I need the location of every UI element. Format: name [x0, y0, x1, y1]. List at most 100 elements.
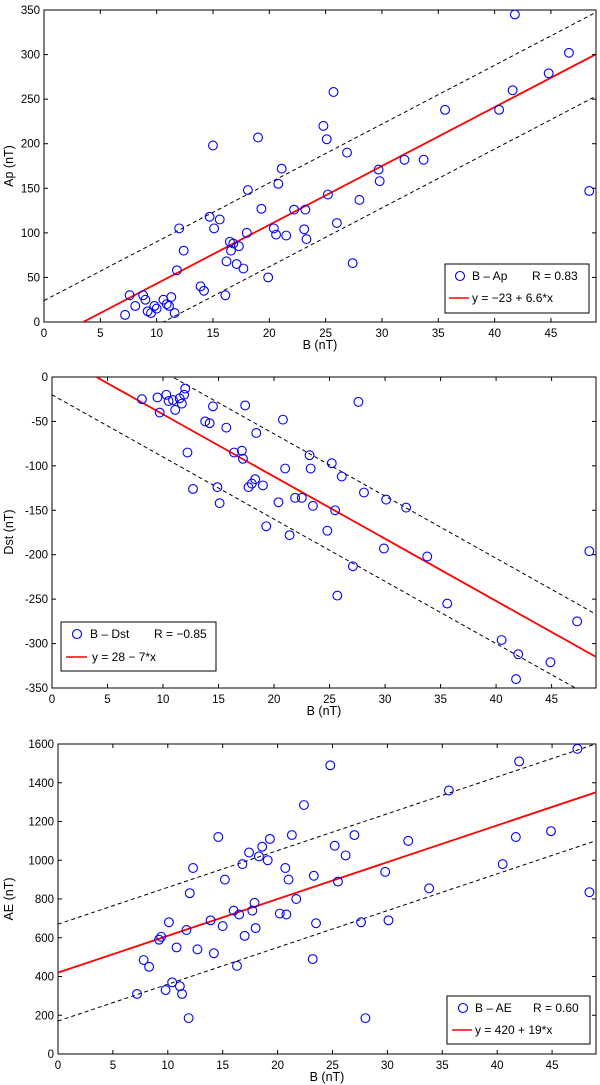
ae-data-point	[360, 1013, 371, 1024]
ae-data-point	[349, 830, 360, 841]
ap-data-point	[161, 299, 172, 310]
dst-data-point	[250, 474, 261, 485]
ap-lower-bound-line	[162, 95, 596, 322]
ae-data-point	[156, 931, 167, 942]
ap-data-point	[509, 9, 520, 20]
ae-data-point	[239, 930, 250, 941]
dst-data-point	[170, 404, 181, 415]
ap-x-tick-label: 20	[263, 328, 276, 340]
dst-data-point	[307, 500, 318, 511]
dst-data-point	[273, 497, 284, 508]
dst-data-point	[257, 480, 268, 491]
ae-x-tick-label: 10	[161, 1060, 174, 1072]
ae-data-point	[298, 800, 309, 810]
ae-data-point	[144, 961, 155, 972]
ae-data-point	[174, 981, 185, 992]
dst-data-point	[277, 414, 288, 425]
ap-data-point	[318, 120, 329, 131]
ap-data-point	[204, 211, 215, 222]
ap-data-point	[208, 140, 218, 151]
ap-data-point	[273, 178, 284, 189]
dst-data-point	[330, 505, 341, 516]
ae-data-point	[403, 835, 414, 846]
ae-y-ticks: 0 200 400 600 800 1000 1200 1400 1600	[28, 739, 596, 1061]
ae-data-point	[307, 954, 318, 965]
ae-x-tick-label: 35	[436, 1060, 449, 1072]
ap-data-point	[164, 301, 174, 311]
dst-x-tick-label: 15	[212, 694, 225, 706]
dst-legend-r-value: R = −0.85	[154, 627, 207, 641]
dst-data-point	[180, 383, 191, 394]
dst-data-point	[221, 422, 232, 433]
dst-y-tick-label: -50	[31, 416, 48, 428]
ap-data-point	[228, 238, 239, 249]
ap-upper-bound-line	[44, 11, 596, 302]
dst-data-point	[545, 657, 556, 668]
ae-x-tick-label: 40	[491, 1060, 504, 1072]
ae-data-point	[356, 917, 366, 928]
ap-data-point	[543, 68, 554, 79]
dst-x-tick-label: 0	[49, 694, 55, 706]
ae-data-point	[274, 908, 285, 919]
dst-legend-fit-label: y = 28 − 7*x	[92, 650, 156, 664]
dst-data-point	[188, 484, 198, 494]
ap-y-tick-label: 350	[21, 5, 40, 17]
ae-x-tick-label: 5	[110, 1060, 116, 1072]
ap-y-tick-label: 300	[21, 50, 40, 62]
ae-data-point	[247, 905, 258, 916]
ae-x-tick-label: 0	[55, 1060, 61, 1072]
ap-x-tick-label: 15	[207, 328, 220, 340]
ae-lower-bound-line	[58, 840, 596, 1022]
dst-data-point	[347, 561, 358, 572]
ae-y-tick-label: 0	[48, 1049, 54, 1061]
ap-data-point	[281, 230, 292, 241]
ae-x-tick-label: 20	[271, 1060, 284, 1072]
dst-data-point	[152, 392, 163, 403]
ap-data-point	[166, 292, 177, 302]
ae-panel: 0 5 10 15 20 25 30 35 40 45 0 200 400 600 800 1000 1200…	[2, 739, 597, 1084]
dst-data-point	[296, 492, 307, 503]
dst-data-point	[161, 389, 172, 400]
ap-data-point	[242, 185, 253, 196]
ae-data-point	[138, 955, 149, 965]
ae-data-point	[497, 859, 508, 870]
ae-data-points	[132, 743, 595, 1024]
dst-data-point	[240, 400, 251, 411]
dst-fit-line	[94, 377, 596, 658]
ap-legend-box	[444, 263, 590, 314]
dst-y-tick-label: -200	[25, 550, 48, 562]
ap-y-tick-label: 50	[27, 272, 40, 284]
ap-data-point	[221, 256, 232, 267]
dst-y-tick-label: -300	[25, 639, 48, 651]
dst-legend-marker-icon	[71, 628, 83, 640]
ae-data-point	[253, 851, 264, 862]
ap-data-point	[220, 290, 231, 301]
dst-data-point	[136, 394, 147, 405]
ae-data-point	[234, 909, 245, 920]
ap-data-point	[399, 154, 410, 165]
ae-x-tick-label: 15	[216, 1060, 229, 1072]
dst-panel: 0 5 10 15 20 25 30 35 40 45 0 -50 -100 -150 -200 -250 -…	[2, 372, 597, 718]
dst-data-point	[511, 674, 522, 685]
dst-y-tick-label: -350	[25, 683, 48, 695]
ae-data-point	[283, 874, 294, 885]
ae-data-point	[232, 960, 242, 971]
ae-data-point	[264, 833, 275, 844]
ae-data-point	[311, 918, 321, 929]
dst-data-point	[208, 401, 218, 412]
ae-x-tick-label: 25	[326, 1060, 339, 1072]
dst-data-point	[513, 649, 524, 660]
ae-data-point	[213, 832, 224, 842]
ae-data-point	[132, 988, 143, 999]
ae-x-ticks: 0 5 10 15 20 25 30 35 40 45	[55, 744, 558, 1072]
ae-fit-line	[58, 791, 596, 974]
ap-x-tick-label: 0	[41, 328, 47, 340]
ae-data-point	[160, 985, 171, 996]
dst-data-point	[204, 418, 215, 429]
ap-data-point	[263, 272, 274, 283]
ap-data-point	[268, 223, 279, 234]
ae-y-tick-label: 800	[35, 894, 54, 906]
ae-fit-lines	[58, 744, 596, 1022]
dst-data-point	[305, 463, 316, 474]
ae-data-point	[572, 743, 583, 754]
